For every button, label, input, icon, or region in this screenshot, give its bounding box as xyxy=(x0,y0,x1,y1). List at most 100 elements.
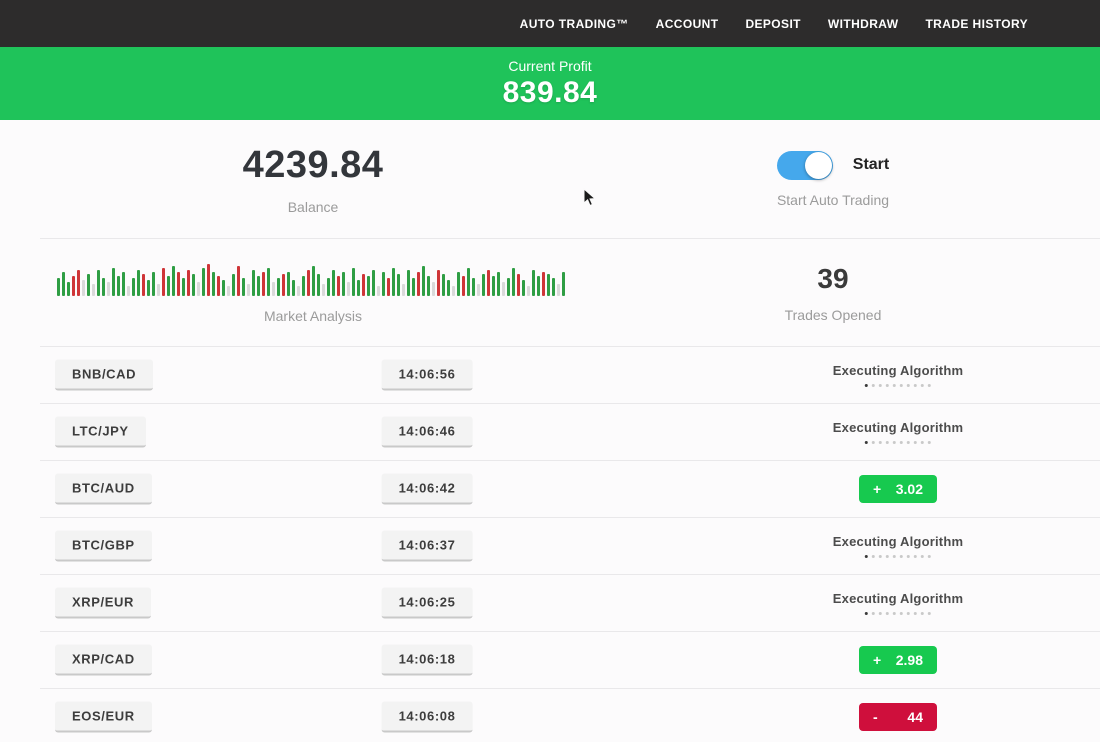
toggle-knob-icon xyxy=(804,151,832,179)
market-analysis-chart xyxy=(57,262,569,296)
nav-item-withdraw[interactable]: WITHDRAW xyxy=(827,16,899,31)
progress-dot xyxy=(900,555,903,558)
candle-bar xyxy=(552,277,555,296)
candle-bar xyxy=(457,271,460,296)
candle-bar xyxy=(522,279,525,296)
trade-status: Executing Algorithm xyxy=(833,420,963,444)
trade-row: BTC/GBP 14:06:37 Executing Algorithm xyxy=(0,518,1100,574)
progress-dot xyxy=(872,384,875,387)
candle-bar xyxy=(562,271,565,296)
trade-row: EOS/EUR 14:06:08 - 44 xyxy=(0,689,1100,742)
loss-badge: - 44 xyxy=(859,703,937,731)
candle-bar xyxy=(487,269,490,296)
candle-bar xyxy=(422,265,425,296)
progress-dot xyxy=(900,612,903,615)
candle-bar xyxy=(442,273,445,296)
auto-trading-label: Start Auto Trading xyxy=(776,191,890,208)
candle-bar xyxy=(267,267,270,296)
balance-label: Balance xyxy=(287,198,339,215)
balance-section: 4239.84 Balance Start Start Auto Trading xyxy=(0,120,1100,238)
progress-dot xyxy=(921,441,924,444)
candle-bar xyxy=(432,281,435,296)
row-divider xyxy=(40,631,1100,632)
progress-dot xyxy=(893,612,896,615)
candle-bar xyxy=(312,265,315,296)
candle-bar xyxy=(147,279,150,296)
candle-bar xyxy=(222,279,225,296)
nav-item-account[interactable]: ACCOUNT xyxy=(655,16,719,31)
candle-bar xyxy=(107,281,110,296)
progress-dots xyxy=(865,441,931,444)
trade-row: BTC/AUD 14:06:42 +3.02 xyxy=(0,461,1100,517)
candle-bar xyxy=(117,275,120,296)
candle-bar xyxy=(527,285,530,296)
candle-bar xyxy=(262,271,265,296)
badge-amount: 44 xyxy=(907,709,923,725)
progress-dot xyxy=(879,441,882,444)
candle-bar xyxy=(207,263,210,296)
trades-opened-value: 39 xyxy=(817,262,849,294)
candle-bar xyxy=(447,279,450,296)
candle-bar xyxy=(292,279,295,296)
candle-bar xyxy=(72,275,75,296)
progress-dot xyxy=(879,555,882,558)
badge-sign: + xyxy=(873,481,882,497)
executing-algorithm-label: Executing Algorithm xyxy=(832,420,964,435)
candle-bar xyxy=(507,277,510,296)
trade-status: Executing Algorithm xyxy=(833,363,963,387)
candle-bar xyxy=(377,285,380,296)
progress-dot xyxy=(914,384,917,387)
candle-bar xyxy=(192,273,195,296)
candle-bar xyxy=(182,277,185,296)
progress-dot xyxy=(886,384,889,387)
candle-bar xyxy=(362,273,365,296)
progress-dot xyxy=(900,384,903,387)
progress-dot xyxy=(886,612,889,615)
candle-bar xyxy=(537,275,540,296)
candle-bar xyxy=(152,271,155,296)
candle-bar xyxy=(472,277,475,296)
pair-badge: XRP/CAD xyxy=(55,644,152,676)
row-divider xyxy=(40,460,1100,461)
row-divider xyxy=(40,574,1100,575)
trades-list: BNB/CAD 14:06:56 Executing Algorithm LTC/JP… xyxy=(0,346,1100,742)
trade-row: XRP/CAD 14:06:18 +2.98 xyxy=(0,632,1100,688)
profit-badge: +3.02 xyxy=(859,475,937,503)
nav-item-trade-history[interactable]: TRADE HISTORY xyxy=(925,16,1028,31)
candle-bar xyxy=(167,275,170,296)
candle-bar xyxy=(477,283,480,296)
time-badge: 14:06:42 xyxy=(381,473,473,505)
time-badge: 14:06:25 xyxy=(381,587,473,619)
candle-bar xyxy=(492,275,495,296)
candle-bar xyxy=(462,275,465,296)
progress-dot xyxy=(900,441,903,444)
candle-bar xyxy=(392,267,395,296)
candle-bar xyxy=(287,271,290,296)
candle-bar xyxy=(467,267,470,296)
progress-dot xyxy=(886,441,889,444)
progress-dot xyxy=(879,384,882,387)
candle-bar xyxy=(412,277,415,296)
candle-bar xyxy=(337,275,340,296)
balance-cell: 4239.84 Balance xyxy=(0,120,626,238)
candle-bar xyxy=(427,275,430,296)
row-divider xyxy=(40,517,1100,518)
executing-algorithm-label: Executing Algorithm xyxy=(832,363,964,378)
nav-item-deposit[interactable]: DEPOSIT xyxy=(745,16,801,31)
nav-item-auto-trading[interactable]: AUTO TRADING™ xyxy=(519,16,629,31)
time-badge: 14:06:56 xyxy=(381,359,473,391)
trade-status: +2.98 xyxy=(859,646,937,674)
progress-dot xyxy=(865,555,868,558)
trade-row: LTC/JPY 14:06:46 Executing Algorithm xyxy=(0,404,1100,460)
candle-bar xyxy=(247,283,250,296)
start-auto-trading-toggle[interactable] xyxy=(776,150,833,180)
candle-bar xyxy=(242,277,245,296)
candle-bar xyxy=(482,273,485,296)
progress-dot xyxy=(914,441,917,444)
progress-dot xyxy=(907,441,910,444)
trade-row: BNB/CAD 14:06:56 Executing Algorithm xyxy=(0,347,1100,403)
candle-bar xyxy=(97,269,100,296)
candle-bar xyxy=(402,283,405,296)
row-divider xyxy=(40,403,1100,404)
row-divider xyxy=(40,346,1100,347)
